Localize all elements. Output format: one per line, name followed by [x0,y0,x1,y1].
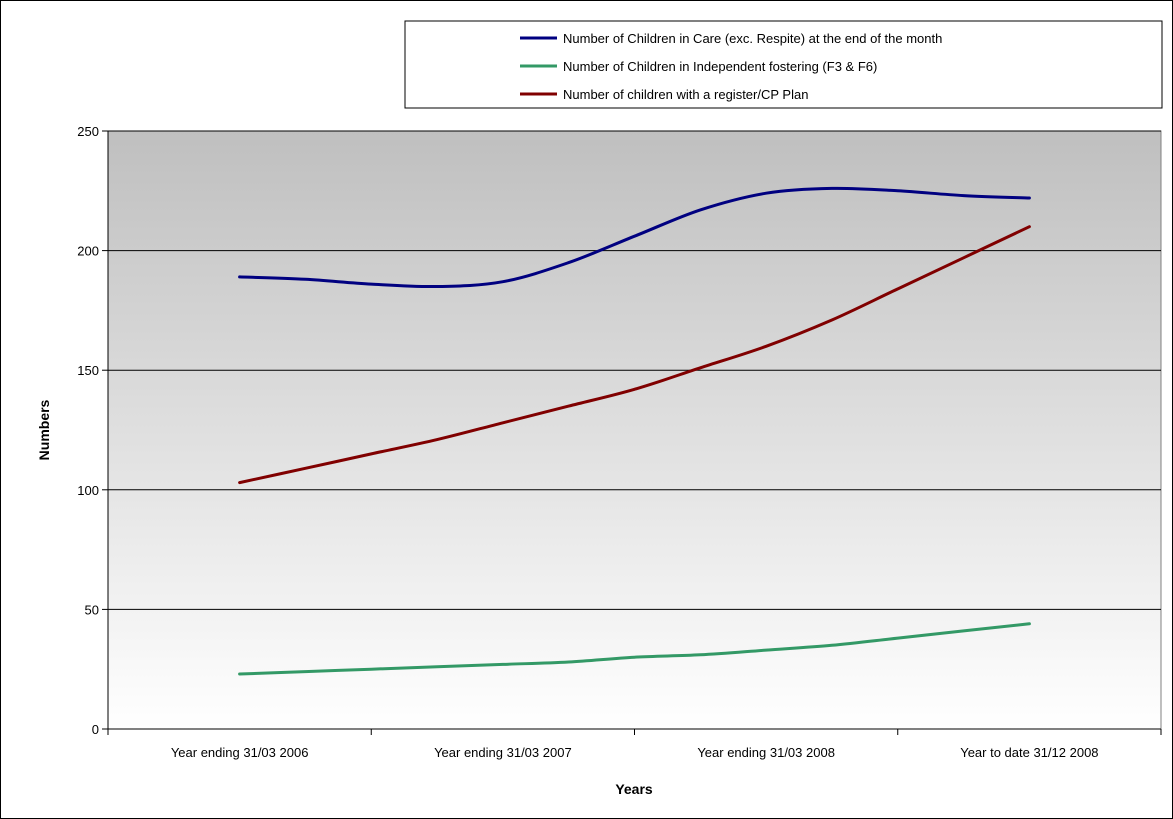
y-axis-title: Numbers [36,399,52,460]
legend: Number of Children in Care (exc. Respite… [404,20,1163,109]
x-tick-label: Year ending 31/03 2006 [171,745,309,760]
series-lines [238,186,1031,676]
y-tick-label: 0 [92,722,99,737]
x-axis-title: Years [615,781,653,797]
y-tick-label: 250 [77,124,99,139]
x-tick-label: Year to date 31/12 2008 [960,745,1098,760]
gridlines [108,130,1161,610]
legend-label-care: Number of Children in Care (exc. Respite… [563,31,942,46]
legend-label-fostering: Number of Children in Independent foster… [563,59,877,74]
y-tick-label: 100 [77,483,99,498]
legend-label-cp-plan: Number of children with a register/CP Pl… [563,87,808,102]
series-line-2 [238,225,1031,485]
y-axis-ticks: 0 50 100 150 200 250 [77,124,108,737]
y-tick-label: 50 [85,602,99,617]
series-line-0 [238,186,1031,289]
y-tick-label: 150 [77,363,99,378]
x-tick-label: Year ending 31/03 2007 [434,745,572,760]
x-tick-label: Year ending 31/03 2008 [697,745,835,760]
series-line-1 [238,622,1031,676]
x-axis-ticks: Year ending 31/03 2006 Year ending 31/03 … [107,729,1162,760]
plot-area [107,130,1162,730]
y-tick-label: 200 [77,244,99,259]
